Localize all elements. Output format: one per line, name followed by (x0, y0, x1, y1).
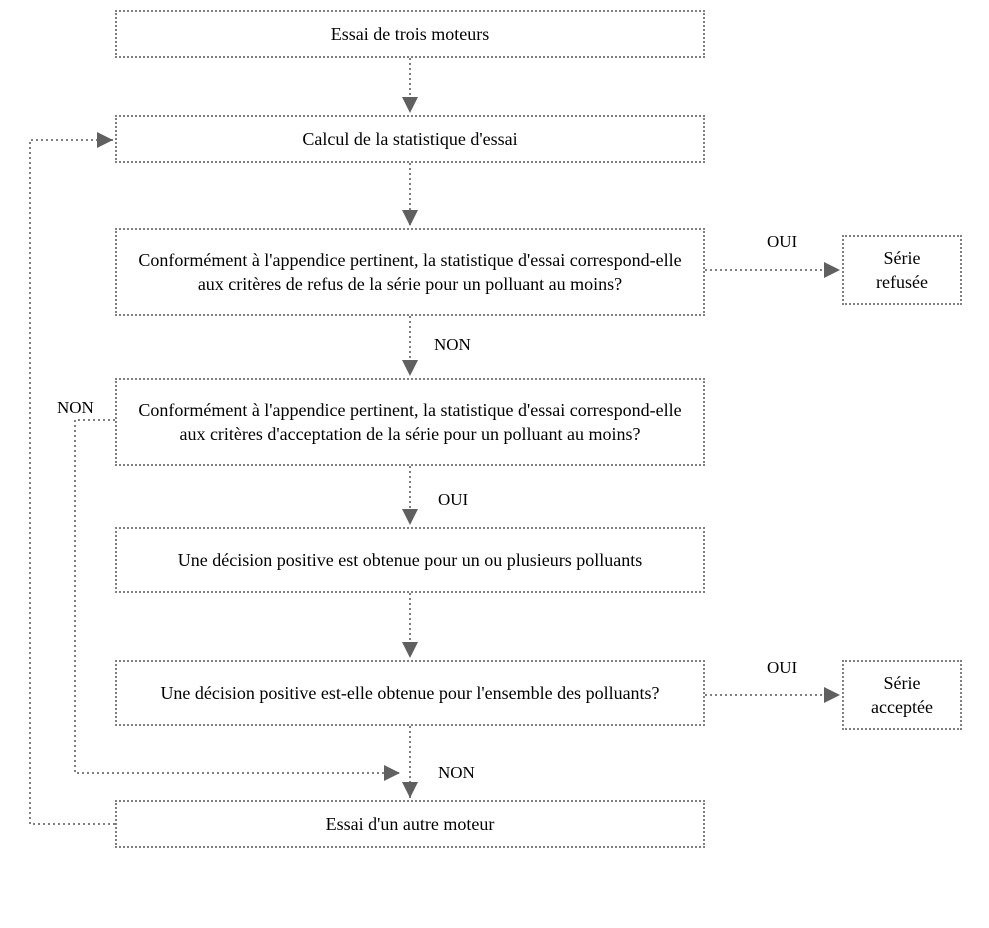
node-label: Série acceptée (856, 671, 948, 720)
node-decision-positive-ensemble: Une décision positive est-elle obtenue p… (115, 660, 705, 726)
edge-label-oui-1: OUI (765, 232, 799, 252)
edge-label-non-3: NON (436, 763, 477, 783)
node-essai-trois-moteurs: Essai de trois moteurs (115, 10, 705, 58)
node-calcul-statistique: Calcul de la statistique d'essai (115, 115, 705, 163)
node-serie-acceptee: Série acceptée (842, 660, 962, 730)
node-label: Série refusée (856, 246, 948, 295)
node-label: Essai de trois moteurs (331, 22, 489, 46)
node-label: Conformément à l'appendice pertinent, la… (129, 398, 691, 447)
edge-label-non-2: NON (55, 398, 96, 418)
node-label: Une décision positive est-elle obtenue p… (160, 681, 659, 705)
node-decision-positive-partielle: Une décision positive est obtenue pour u… (115, 527, 705, 593)
node-serie-refusee: Série refusée (842, 235, 962, 305)
node-label: Une décision positive est obtenue pour u… (178, 548, 642, 572)
edge-label-oui-2: OUI (436, 490, 470, 510)
edge-label-non-1: NON (432, 335, 473, 355)
node-critere-refus: Conformément à l'appendice pertinent, la… (115, 228, 705, 316)
node-label: Calcul de la statistique d'essai (302, 127, 517, 151)
edge-label-oui-3: OUI (765, 658, 799, 678)
node-label: Conformément à l'appendice pertinent, la… (129, 248, 691, 297)
node-label: Essai d'un autre moteur (326, 812, 495, 836)
node-essai-autre-moteur: Essai d'un autre moteur (115, 800, 705, 848)
node-critere-acceptation: Conformément à l'appendice pertinent, la… (115, 378, 705, 466)
